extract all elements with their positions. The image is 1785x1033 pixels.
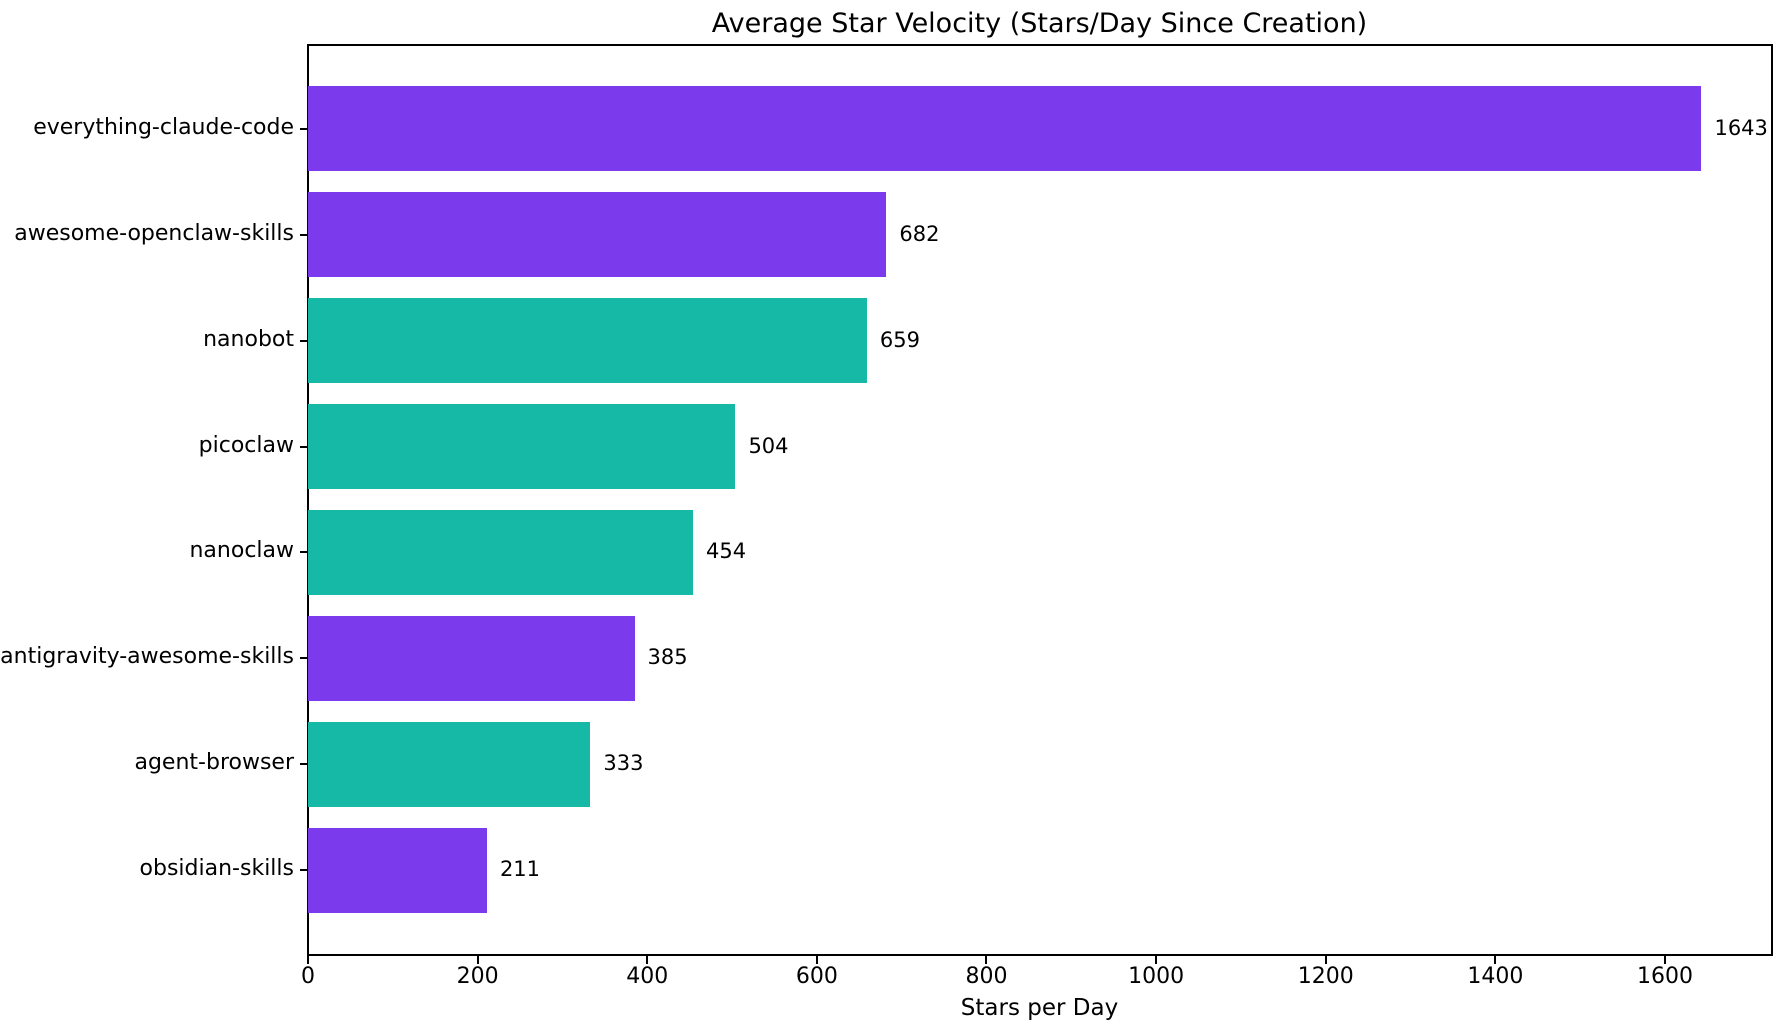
- y-tick-mark: [300, 763, 308, 766]
- x-tick-mark: [1155, 956, 1158, 964]
- y-tick-mark: [300, 445, 308, 448]
- y-tick-label: nanobot: [203, 326, 294, 352]
- y-tick-mark: [300, 551, 308, 554]
- y-tick-label: picoclaw: [198, 432, 294, 458]
- bar-value-label: 1643: [1714, 115, 1768, 140]
- bar: [308, 827, 487, 913]
- bar: [308, 192, 887, 277]
- bar: [308, 510, 694, 595]
- x-tick-mark: [985, 956, 988, 964]
- y-tick-mark: [300, 657, 308, 660]
- bar-value-label: 659: [879, 327, 920, 352]
- chart-title: Average Star Velocity (Stars/Day Since C…: [711, 8, 1368, 39]
- x-tick-mark: [1663, 956, 1666, 964]
- plot-border: [307, 44, 1773, 956]
- x-tick-label: 0: [301, 964, 315, 989]
- x-axis-label: Stars per Day: [960, 995, 1119, 1021]
- x-tick-mark: [476, 956, 479, 964]
- x-tick-label: 1400: [1467, 964, 1524, 989]
- y-tick-label: obsidian-skills: [139, 856, 294, 882]
- x-tick-label: 600: [795, 964, 838, 989]
- x-tick-label: 1000: [1128, 964, 1185, 989]
- x-tick-mark: [307, 956, 309, 964]
- x-tick-mark: [815, 956, 818, 964]
- y-tick-label: agent-browser: [134, 750, 294, 776]
- y-tick-mark: [300, 869, 308, 872]
- y-tick-mark: [300, 233, 308, 236]
- x-tick-mark: [646, 956, 649, 964]
- x-tick-label: 400: [626, 964, 669, 989]
- y-tick-label: everything-claude-code: [33, 114, 294, 140]
- x-tick-label: 800: [965, 964, 1008, 989]
- bar: [308, 298, 867, 383]
- y-tick-label: awesome-openclaw-skills: [14, 220, 294, 246]
- x-tick-label: 200: [456, 964, 499, 989]
- y-tick-mark: [300, 339, 308, 342]
- bar: [308, 86, 1702, 172]
- x-tick-mark: [1324, 956, 1327, 964]
- bar-value-label: 333: [603, 751, 644, 776]
- y-tick-label: nanoclaw: [189, 538, 294, 564]
- bar-value-label: 504: [748, 433, 789, 458]
- plot-area: 1643 682 659 504 454 385 333 211: [308, 45, 1771, 954]
- bar-value-label: 682: [899, 221, 940, 246]
- bar: [308, 721, 591, 807]
- bar: [308, 404, 736, 489]
- x-tick-label: 1600: [1636, 964, 1693, 989]
- bar-value-label: 454: [706, 539, 747, 564]
- y-tick-mark: [300, 127, 308, 130]
- x-tick-label: 1200: [1297, 964, 1354, 989]
- x-tick-mark: [1494, 956, 1497, 964]
- bar-value-label: 385: [647, 645, 688, 670]
- bar: [308, 616, 635, 701]
- y-tick-label: antigravity-awesome-skills: [0, 644, 294, 670]
- bar-value-label: 211: [499, 857, 541, 882]
